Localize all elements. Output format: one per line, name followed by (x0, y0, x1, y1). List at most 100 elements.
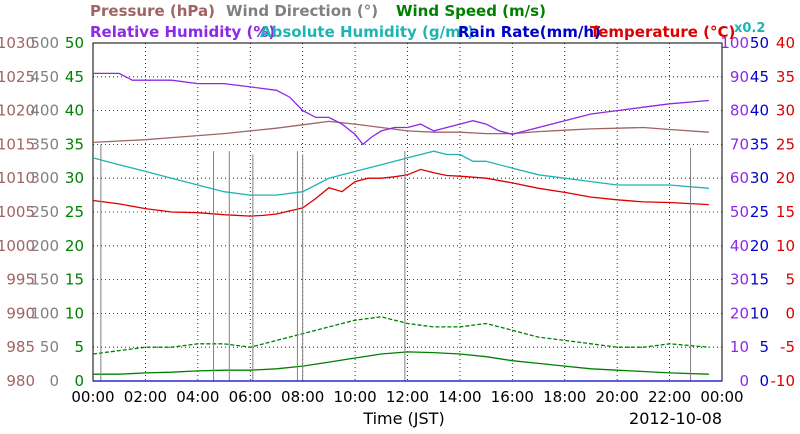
tick-label-wind-dir: 450 (30, 68, 59, 86)
tick-label-wind-speed: 40 (65, 102, 84, 120)
tick-label-pressure: 985 (6, 338, 35, 356)
title-wind-speed: Wind Speed (m/s) (396, 2, 546, 20)
tick-label-rain-rate: 10 (750, 304, 769, 322)
tick-label-rain-rate: 30 (750, 169, 769, 187)
x-tick-label: 16:00 (491, 388, 534, 406)
tick-label-temperature: 0 (785, 304, 795, 322)
x-tick-label: 18:00 (543, 388, 586, 406)
tick-label-pressure: 1020 (0, 102, 35, 120)
tick-label-pressure: 995 (6, 271, 35, 289)
tick-label-wind-speed: 50 (65, 34, 84, 52)
x-tick-label: 08:00 (281, 388, 324, 406)
tick-label-wind-speed: 25 (65, 203, 84, 221)
tick-label-temperature: 10 (776, 237, 795, 255)
tick-label-rel-hum: 30 (730, 271, 749, 289)
tick-label-temperature: 30 (776, 102, 795, 120)
tick-label-rel-hum: 10 (730, 338, 749, 356)
tick-label-pressure: 1000 (0, 237, 35, 255)
tick-label-rain-rate: 5 (759, 338, 769, 356)
series-wind-speed-max (92, 316, 709, 355)
title-absolute-humidity: Absolute Humidity (g/m³) (260, 23, 474, 41)
title-row-1: Pressure (hPa) Wind Direction (°) Wind S… (90, 2, 546, 20)
series-pressure-hpa (92, 120, 709, 144)
tick-label-temperature: 40 (776, 34, 795, 52)
x-axis-label: Time (JST) (362, 409, 444, 428)
tick-label-temperature: -10 (771, 372, 796, 390)
title-rain-rate: Rain Rate(mm/h) (458, 23, 601, 41)
tick-label-rain-rate: 40 (750, 102, 769, 120)
tick-label-wind-speed: 35 (65, 135, 84, 153)
tick-label-wind-speed: 0 (74, 372, 84, 390)
series-absolute-humidity-g-m (92, 150, 709, 196)
x-tick-label: 00:00 (700, 388, 743, 406)
tick-label-rain-rate: 15 (750, 271, 769, 289)
tick-label-temperature: 25 (776, 135, 795, 153)
x-tick-label: 06:00 (229, 388, 272, 406)
x-axis: 00:00 02:00 04:00 06:00 08:00 10:00 12:00 14:00… (71, 388, 743, 406)
tick-label-temperature: 35 (776, 68, 795, 86)
tick-label-rel-hum: 20 (730, 304, 749, 322)
x-tick-label: 12:00 (386, 388, 429, 406)
tick-label-pressure: 1015 (0, 135, 35, 153)
tick-label-wind-dir: 300 (30, 169, 59, 187)
tick-label-rain-rate: 0 (759, 372, 769, 390)
tick-label-temperature: 15 (776, 203, 795, 221)
x-tick-label: 02:00 (124, 388, 167, 406)
tick-label-rel-hum: 80 (730, 102, 749, 120)
tick-label-rain-rate: 20 (750, 237, 769, 255)
tick-label-rel-hum: 60 (730, 169, 749, 187)
x-tick-label: 22:00 (648, 388, 691, 406)
tick-label-wind-speed: 20 (65, 237, 84, 255)
tick-label-wind-speed: 10 (65, 304, 84, 322)
left-axes: 1030102510201015101010051000995990985980… (0, 34, 84, 390)
tick-label-rain-rate: 50 (750, 34, 769, 52)
series-layer (92, 72, 722, 382)
tick-label-wind-speed: 5 (74, 338, 84, 356)
title-temperature: Temperature (°C) (590, 23, 735, 41)
tick-label-wind-dir: 350 (30, 135, 59, 153)
tick-label-pressure: 990 (6, 304, 35, 322)
title-pressure: Pressure (hPa) (90, 2, 215, 20)
tick-label-pressure: 1025 (0, 68, 35, 86)
date-label: 2012-10-08 (629, 409, 722, 428)
tick-label-wind-speed: 45 (65, 68, 84, 86)
tick-label-wind-dir: 100 (30, 304, 59, 322)
tick-label-pressure: 1005 (0, 203, 35, 221)
tick-label-rel-hum: 40 (730, 237, 749, 255)
tick-label-wind-dir: 400 (30, 102, 59, 120)
scale-note: x0.2 (734, 21, 765, 36)
tick-label-rel-hum: 100 (720, 34, 749, 52)
x-tick-label: 14:00 (438, 388, 481, 406)
tick-label-wind-dir: 250 (30, 203, 59, 221)
tick-label-rel-hum: 50 (730, 203, 749, 221)
title-relative-humidity: Relative Humidity (%) (90, 23, 275, 41)
series-relative-humidity (93, 72, 709, 146)
tick-label-rel-hum: 70 (730, 135, 749, 153)
title-wind-direction: Wind Direction (°) (226, 2, 378, 20)
tick-label-rel-hum: 0 (739, 372, 749, 390)
x-tick-label: 04:00 (176, 388, 219, 406)
tick-label-wind-dir: 150 (30, 271, 59, 289)
x-tick-label: 10:00 (333, 388, 376, 406)
tick-label-temperature: 5 (785, 271, 795, 289)
tick-label-temperature: 20 (776, 169, 795, 187)
tick-label-wind-speed: 15 (65, 271, 84, 289)
tick-label-rain-rate: 35 (750, 135, 769, 153)
tick-label-wind-dir: 50 (40, 338, 59, 356)
tick-label-temperature: -5 (780, 338, 795, 356)
tick-label-wind-speed: 30 (65, 169, 84, 187)
tick-label-pressure: 980 (6, 372, 35, 390)
tick-label-pressure: 1030 (0, 34, 35, 52)
tick-label-rain-rate: 25 (750, 203, 769, 221)
tick-label-wind-dir: 0 (49, 372, 59, 390)
series-temperature-c (92, 168, 709, 217)
x-tick-label: 00:00 (71, 388, 114, 406)
tick-label-rel-hum: 90 (730, 68, 749, 86)
x-tick-label: 20:00 (596, 388, 639, 406)
right-axes: 1009080706050403020100504540353025201510… (720, 34, 795, 390)
tick-label-wind-dir: 500 (30, 34, 59, 52)
tick-label-wind-dir: 200 (30, 237, 59, 255)
series-wind-speed-m-s (93, 351, 709, 375)
tick-label-rain-rate: 45 (750, 68, 769, 86)
